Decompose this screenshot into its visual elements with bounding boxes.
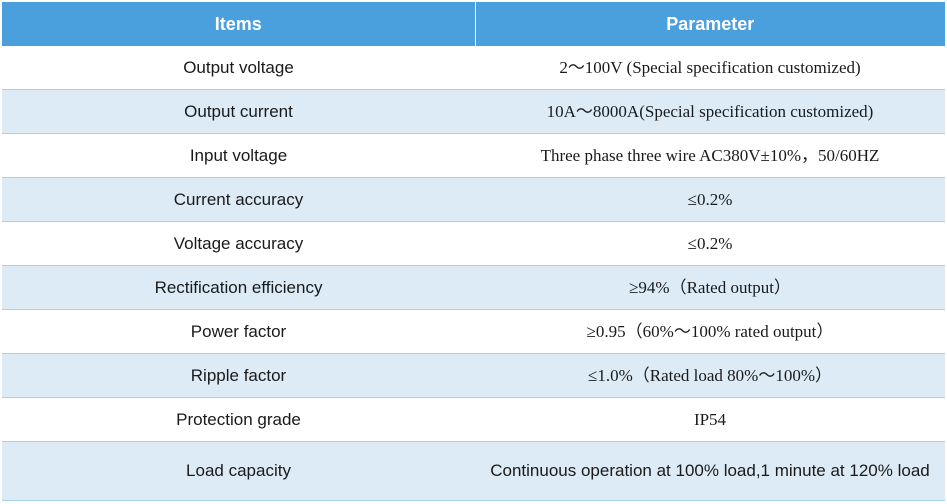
table-row: Protection grade IP54	[2, 397, 945, 442]
table-row: Output current 10A～8000A(Special specifi…	[2, 89, 945, 134]
table-row: Ripple factor ≤1.0%（Rated load 80%～100%）	[2, 353, 945, 398]
header-parameter: Parameter	[475, 2, 945, 46]
table-row: Rectification efficiency ≥94%（Rated outp…	[2, 265, 945, 310]
item-cell: Output voltage	[2, 46, 475, 90]
item-cell: Input voltage	[2, 133, 475, 178]
item-cell: Rectification efficiency	[2, 265, 475, 310]
parameter-cell: ≤0.2%	[475, 177, 945, 222]
item-cell: Load capacity	[2, 441, 475, 501]
parameter-cell: Continuous operation at 100% load,1 minu…	[475, 441, 945, 501]
item-cell: Current accuracy	[2, 177, 475, 222]
parameter-cell: ≥94%（Rated output）	[475, 265, 945, 310]
header-items: Items	[2, 2, 476, 46]
parameter-cell: Three phase three wire AC380V±10%，50/60H…	[475, 133, 945, 178]
table-header-row: Items Parameter	[2, 2, 945, 46]
item-cell: Protection grade	[2, 397, 475, 442]
parameter-cell: 2～100V (Special specification customized…	[475, 46, 945, 90]
item-cell: Ripple factor	[2, 353, 475, 398]
table-row: Output voltage 2～100V (Special specifica…	[2, 46, 945, 90]
item-cell: Voltage accuracy	[2, 221, 475, 266]
table-row: Load capacity Continuous operation at 10…	[2, 441, 945, 501]
item-cell: Power factor	[2, 309, 475, 354]
table-row: Voltage accuracy ≤0.2%	[2, 221, 945, 266]
item-cell: Output current	[2, 89, 475, 134]
table-row: Current accuracy ≤0.2%	[2, 177, 945, 222]
parameter-cell: 10A～8000A(Special specification customiz…	[475, 89, 945, 134]
parameter-cell: ≤0.2%	[475, 221, 945, 266]
table-row: Input voltage Three phase three wire AC3…	[2, 133, 945, 178]
table-row: Power factor ≥0.95（60%～100% rated output…	[2, 309, 945, 354]
parameter-cell: ≤1.0%（Rated load 80%～100%）	[475, 353, 945, 398]
parameter-cell: ≥0.95（60%～100% rated output）	[475, 309, 945, 354]
parameter-cell: IP54	[475, 397, 945, 442]
